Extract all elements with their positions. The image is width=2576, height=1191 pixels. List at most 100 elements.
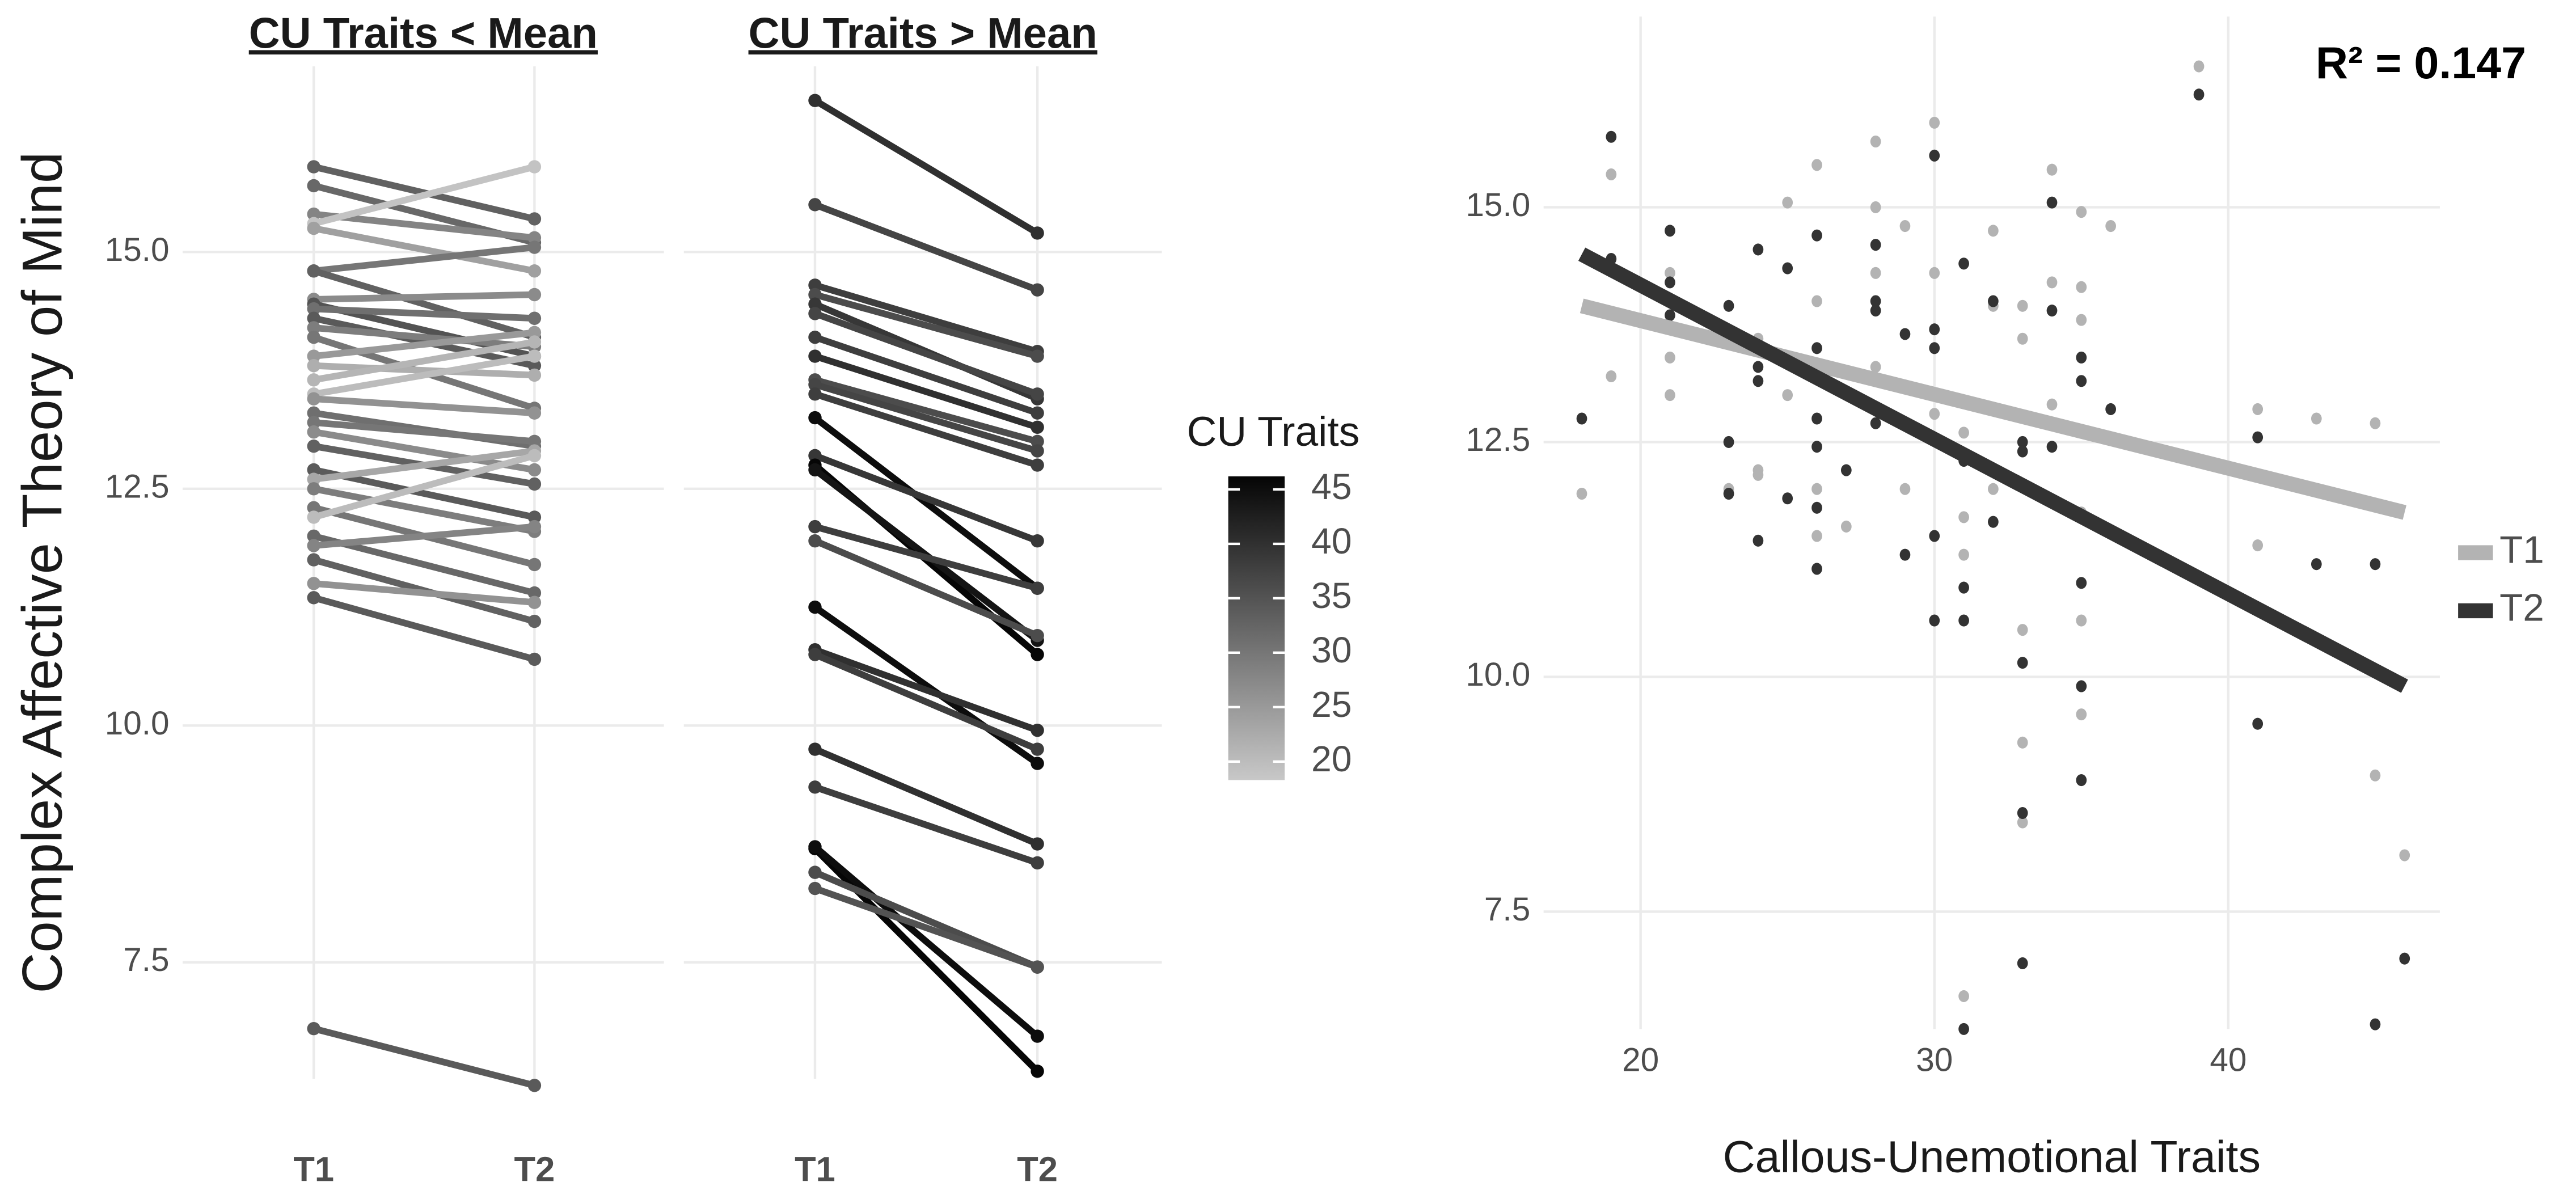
legend-title: CU Traits bbox=[1186, 408, 1359, 455]
point bbox=[527, 406, 542, 420]
slope-line bbox=[813, 746, 1039, 847]
point bbox=[1752, 361, 1764, 373]
point bbox=[1723, 299, 1734, 312]
slope-line bbox=[813, 201, 1039, 293]
x-tick-label: 30 bbox=[1916, 1041, 1953, 1078]
legend-label: T1 bbox=[2499, 529, 2544, 571]
slope-line bbox=[813, 310, 1039, 398]
point bbox=[2076, 351, 2087, 364]
x-tick-label: 20 bbox=[1622, 1041, 1659, 1078]
point bbox=[527, 520, 542, 534]
point bbox=[1752, 243, 1764, 256]
point bbox=[527, 558, 542, 572]
point bbox=[2105, 220, 2117, 233]
point bbox=[2017, 332, 2028, 345]
point bbox=[2076, 281, 2087, 293]
point bbox=[2076, 577, 2087, 589]
y-tick-label: 10.0 bbox=[1466, 656, 1530, 693]
point bbox=[527, 510, 542, 524]
slope-line bbox=[814, 291, 1038, 360]
slope-line bbox=[313, 163, 535, 227]
point bbox=[1752, 534, 1764, 547]
point bbox=[527, 288, 542, 302]
point bbox=[1606, 370, 1617, 383]
point bbox=[2017, 624, 2028, 636]
point bbox=[1752, 468, 1764, 481]
point bbox=[307, 321, 320, 335]
slope-line bbox=[313, 210, 535, 242]
point bbox=[2017, 957, 2028, 969]
point bbox=[527, 335, 542, 349]
point bbox=[2017, 806, 2028, 820]
point bbox=[307, 160, 320, 174]
point bbox=[1929, 342, 1940, 354]
point bbox=[1929, 408, 1940, 420]
point bbox=[307, 510, 320, 524]
point bbox=[1929, 267, 1940, 279]
point bbox=[808, 840, 822, 854]
panel-title: CU Traits > Mean bbox=[749, 9, 1097, 57]
point bbox=[2046, 276, 2058, 289]
point bbox=[527, 1079, 542, 1092]
point bbox=[2311, 558, 2322, 571]
point bbox=[2017, 736, 2028, 749]
point bbox=[307, 425, 320, 439]
point bbox=[2076, 206, 2087, 218]
slope-line bbox=[814, 381, 1038, 454]
point bbox=[527, 434, 542, 449]
slope-line bbox=[813, 604, 1040, 766]
slope-line bbox=[313, 353, 535, 398]
point bbox=[527, 652, 542, 666]
point bbox=[1870, 295, 1881, 307]
point bbox=[2252, 539, 2263, 552]
x-tick-label: T2 bbox=[514, 1150, 555, 1189]
slope-line bbox=[313, 395, 535, 417]
point bbox=[808, 297, 822, 311]
point bbox=[2105, 403, 2117, 415]
slope-line bbox=[813, 647, 1039, 734]
point bbox=[1031, 444, 1044, 458]
point bbox=[808, 278, 822, 292]
point bbox=[2017, 299, 2028, 312]
point bbox=[1929, 530, 1940, 542]
point bbox=[1031, 757, 1044, 770]
slope-line bbox=[313, 305, 535, 322]
point bbox=[1811, 295, 1822, 307]
point bbox=[2076, 314, 2087, 326]
point bbox=[307, 373, 320, 387]
point bbox=[527, 614, 542, 628]
point bbox=[808, 449, 822, 463]
point bbox=[527, 359, 542, 373]
y-tick-label: 12.5 bbox=[1466, 421, 1530, 458]
point bbox=[1870, 135, 1881, 148]
point bbox=[527, 449, 542, 463]
point bbox=[2046, 305, 2058, 317]
point bbox=[2017, 657, 2028, 669]
point bbox=[808, 520, 822, 534]
point bbox=[1899, 548, 1911, 561]
point bbox=[527, 596, 542, 609]
point bbox=[1782, 262, 1793, 274]
point bbox=[1606, 168, 1617, 180]
slope-line bbox=[313, 329, 535, 360]
point bbox=[1665, 351, 1675, 364]
point bbox=[1929, 614, 1940, 627]
point bbox=[1782, 389, 1793, 402]
point bbox=[527, 264, 542, 278]
y-tick-label: 7.5 bbox=[123, 941, 169, 978]
point bbox=[307, 221, 320, 235]
x-tick-label: 40 bbox=[2210, 1041, 2246, 1078]
point bbox=[1031, 283, 1044, 297]
point bbox=[2076, 614, 2087, 627]
slope-line bbox=[313, 1025, 535, 1089]
point bbox=[2046, 441, 2058, 453]
point bbox=[1576, 487, 1587, 500]
y-axis-title: Complex Affective Theory of Mind bbox=[11, 152, 74, 994]
point bbox=[307, 392, 320, 406]
point bbox=[307, 330, 320, 344]
point bbox=[1958, 511, 1969, 523]
slope-line bbox=[814, 523, 1038, 592]
point bbox=[307, 501, 320, 514]
